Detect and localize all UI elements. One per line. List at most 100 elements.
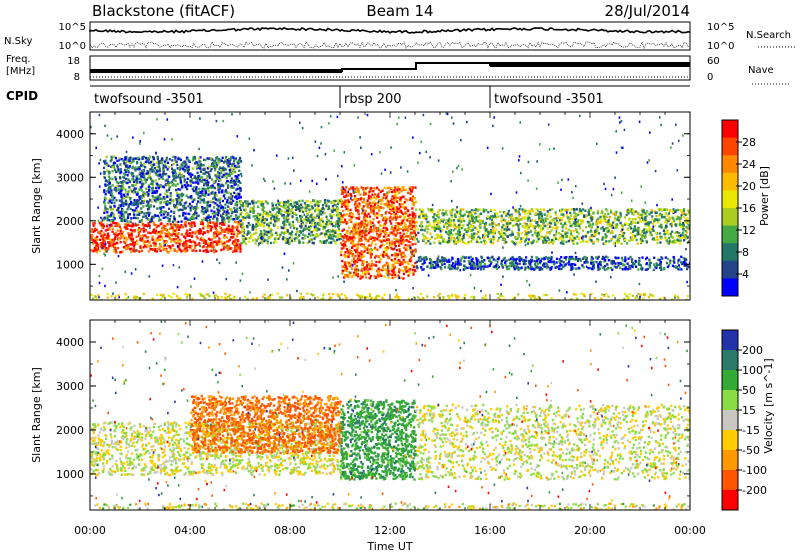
- echo-cell: [145, 172, 148, 175]
- echo-cell: [311, 212, 314, 216]
- echo-cell: [228, 170, 232, 174]
- echo-cell: [119, 175, 122, 179]
- date-title: 28/Jul/2014: [605, 2, 690, 20]
- echo-cell: [349, 265, 352, 268]
- echo-cell: [357, 243, 360, 246]
- echo-cell: [109, 219, 113, 223]
- echo-cell: [614, 219, 617, 222]
- echo-cell: [309, 201, 312, 204]
- echo-cell: [377, 221, 380, 224]
- echo-cell: [314, 225, 317, 228]
- echo-cell: [371, 221, 374, 224]
- echo-cell: [219, 232, 222, 235]
- echo-cell: [193, 176, 196, 179]
- echo-cell: [406, 219, 409, 222]
- echo-cell: [579, 223, 582, 226]
- echo-cell: [310, 223, 314, 227]
- echo-cell: [209, 225, 212, 228]
- echo-cell: [330, 216, 333, 220]
- echo-cell: [402, 272, 405, 276]
- echo-cell: [456, 232, 459, 236]
- echo-cell: [630, 210, 633, 213]
- echo-cell: [91, 234, 94, 237]
- echo-cell: [159, 223, 162, 226]
- echo-cell: [302, 233, 305, 236]
- freq-tick-high: 18: [67, 56, 80, 67]
- echo-cell: [354, 231, 358, 234]
- echo-cell: [431, 226, 434, 229]
- echo-cell: [159, 211, 162, 214]
- echo-cell: [516, 237, 519, 240]
- echo-cell: [576, 235, 579, 238]
- echo-cell: [168, 245, 171, 248]
- echo-cell: [169, 249, 172, 252]
- echo-cell: [565, 240, 568, 244]
- echo-cell: [335, 223, 338, 226]
- echo-cell: [607, 221, 610, 224]
- echo-cell: [327, 219, 330, 222]
- echo-cell: [221, 243, 224, 246]
- echo-cell: [240, 215, 244, 218]
- echo-cell: [499, 232, 502, 235]
- echo-cell: [139, 245, 142, 248]
- echo-cell: [626, 223, 629, 226]
- echo-cell: [123, 226, 126, 229]
- nave-tick-high: 60: [707, 56, 720, 67]
- echo-cell: [151, 182, 154, 186]
- echo-cell: [651, 218, 654, 221]
- echo-cell: [612, 235, 615, 238]
- echo-cell: [273, 207, 276, 210]
- echo-cell: [119, 177, 122, 180]
- echo-cell: [271, 215, 274, 218]
- power-scatter: [90, 112, 690, 300]
- echo-cell: [571, 235, 575, 238]
- echo-cell: [246, 200, 249, 203]
- echo-cell: [301, 237, 304, 240]
- echo-cell: [131, 161, 134, 164]
- echo-cell: [601, 214, 604, 218]
- echo-cell: [595, 221, 598, 224]
- echo-cell: [100, 221, 103, 224]
- echo-cell: [227, 224, 230, 228]
- echo-cell: [222, 195, 225, 198]
- echo-cell: [294, 233, 297, 236]
- echo-cell: [129, 188, 132, 192]
- echo-cell: [577, 237, 581, 241]
- echo-cell: [127, 171, 130, 174]
- echo-cell: [103, 190, 106, 193]
- echo-cell: [154, 179, 158, 182]
- echo-cell: [374, 207, 377, 210]
- echo-cell: [687, 209, 690, 212]
- echo-cell: [477, 215, 480, 218]
- echo-cell: [374, 243, 377, 246]
- echo-cell: [643, 211, 646, 214]
- echo-cell: [144, 234, 147, 237]
- echo-cell: [512, 207, 516, 211]
- echo-cell: [205, 177, 208, 180]
- echo-cell: [135, 181, 139, 184]
- echo-cell: [131, 203, 134, 207]
- echo-cell: [348, 214, 351, 218]
- echo-cell: [659, 241, 662, 244]
- echo-cell: [225, 176, 228, 180]
- echo-cell: [581, 219, 584, 222]
- echo-cell: [113, 201, 116, 204]
- echo-cell: [306, 199, 309, 203]
- echo-cell: [175, 172, 178, 175]
- echo-cell: [187, 218, 190, 222]
- echo-cell: [375, 197, 378, 200]
- echo-cell: [140, 189, 143, 192]
- echo-cell: [118, 204, 121, 207]
- echo-cell: [654, 231, 658, 235]
- echo-cell: [317, 204, 320, 207]
- echo-cell: [295, 201, 298, 204]
- echo-cell: [212, 201, 215, 204]
- echo-cell: [194, 157, 197, 160]
- echo-cell: [561, 229, 564, 232]
- echo-cell: [356, 198, 359, 201]
- echo-cell: [588, 236, 592, 239]
- echo-cell: [140, 207, 143, 210]
- echo-cell: [166, 250, 169, 253]
- echo-cell: [410, 187, 413, 190]
- echo-cell: [392, 269, 395, 272]
